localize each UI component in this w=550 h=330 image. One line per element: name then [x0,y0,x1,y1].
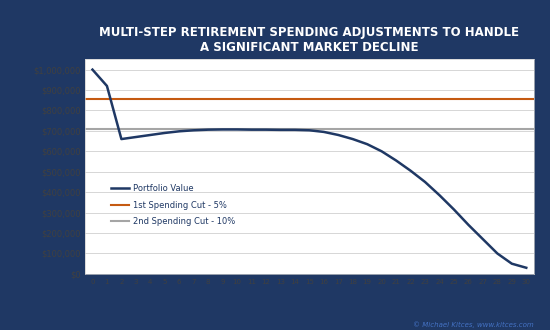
Portfolio Value [118,137,125,141]
X-axis label: Year: Year [296,289,322,299]
Portfolio Value [133,135,139,139]
Portfolio Value [162,131,168,135]
Portfolio Value [234,127,240,131]
2nd Spending Cut - 10% [103,127,110,131]
Portfolio Value [509,262,515,266]
Portfolio Value [248,128,255,132]
Portfolio Value [219,127,226,131]
Portfolio Value [378,149,385,153]
Portfolio Value [306,128,312,132]
2nd Spending Cut - 10% [89,127,96,131]
Portfolio Value [263,128,270,132]
Portfolio Value [277,128,284,132]
Portfolio Value [393,158,399,162]
Portfolio Value [422,180,428,184]
Portfolio Value [465,223,472,227]
Portfolio Value [147,133,153,137]
Portfolio Value [494,251,501,255]
Portfolio Value [89,68,96,72]
Portfolio Value [176,129,183,133]
1st Spending Cut - 5% [103,97,110,101]
Portfolio Value [450,208,457,212]
Portfolio Value [321,130,327,134]
Portfolio Value [190,128,197,132]
Portfolio Value [349,137,356,141]
Portfolio Value [335,133,342,137]
Y-axis label: Portfolio Value: Portfolio Value [19,123,29,211]
Portfolio Value [364,142,371,146]
Line: Portfolio Value: Portfolio Value [92,70,526,268]
Portfolio Value [480,237,486,241]
Text: © Michael Kitces, www.kitces.com: © Michael Kitces, www.kitces.com [412,322,534,328]
Portfolio Value [292,128,298,132]
1st Spending Cut - 5% [89,97,96,101]
Portfolio Value [408,169,414,173]
Title: MULTI-STEP RETIREMENT SPENDING ADJUSTMENTS TO HANDLE
A SIGNIFICANT MARKET DECLIN: MULTI-STEP RETIREMENT SPENDING ADJUSTMEN… [100,26,519,54]
Portfolio Value [205,128,211,132]
Portfolio Value [103,84,110,88]
Portfolio Value [523,266,530,270]
Portfolio Value [436,193,443,197]
Legend: Portfolio Value, 1st Spending Cut - 5%, 2nd Spending Cut - 10%: Portfolio Value, 1st Spending Cut - 5%, … [107,181,239,230]
